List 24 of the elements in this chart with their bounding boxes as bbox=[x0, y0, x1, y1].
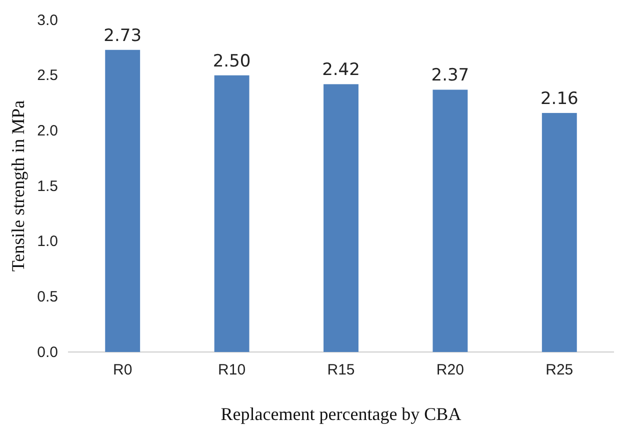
bar bbox=[214, 75, 250, 352]
bar bbox=[324, 84, 358, 352]
data-label: 2.42 bbox=[322, 60, 360, 80]
data-label: 2.73 bbox=[104, 26, 142, 46]
x-tick-label: R0 bbox=[113, 362, 132, 379]
y-tick-label: 2.0 bbox=[37, 122, 58, 140]
x-tick-label: R20 bbox=[436, 362, 464, 379]
y-axis-title: Tensile strength in MPa bbox=[8, 100, 28, 272]
data-label: 2.50 bbox=[212, 51, 251, 72]
bar bbox=[432, 90, 468, 352]
y-tick-label: 1.5 bbox=[37, 178, 58, 195]
data-label: 2.16 bbox=[540, 88, 578, 109]
y-tick-label: 0.0 bbox=[37, 344, 58, 361]
bar bbox=[542, 112, 577, 352]
y-tick-label: 0.5 bbox=[37, 288, 58, 306]
y-tick-label: 1.0 bbox=[37, 233, 58, 250]
x-tick-label: R10 bbox=[218, 362, 246, 379]
data-label: 2.37 bbox=[431, 66, 470, 86]
x-tick-label: R25 bbox=[546, 362, 574, 379]
x-axis-title: Replacement percentage by CBA bbox=[220, 404, 462, 424]
y-tick-label: 2.5 bbox=[37, 67, 58, 84]
x-tick-label: R15 bbox=[327, 362, 355, 379]
y-tick-label: 3.0 bbox=[37, 12, 58, 29]
bar bbox=[105, 50, 140, 352]
